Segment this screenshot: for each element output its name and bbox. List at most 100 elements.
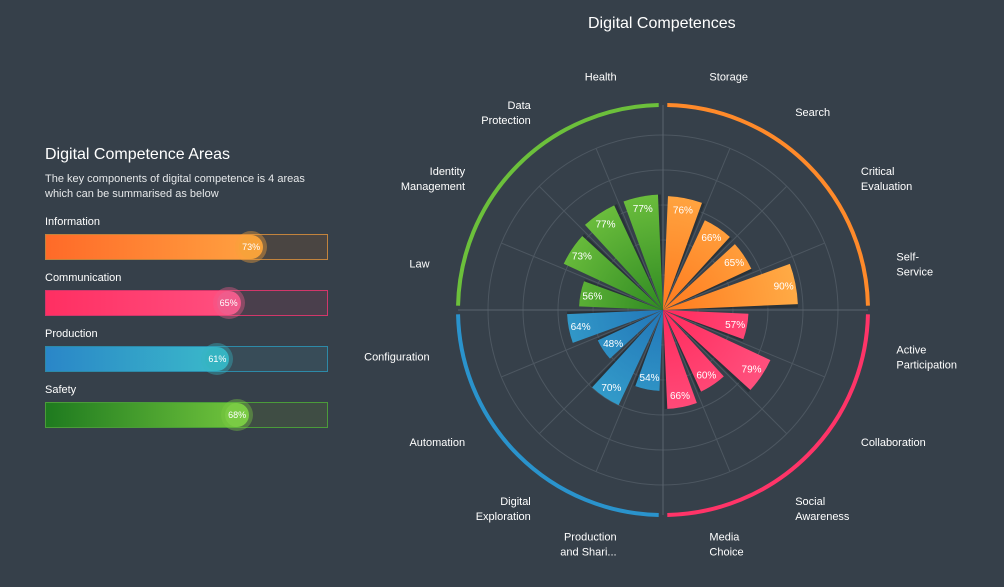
category-label-line: Law	[409, 259, 429, 271]
group-arc-communication	[667, 314, 870, 517]
bar-social-awareness[interactable]	[663, 310, 724, 392]
category-label-line: Media	[709, 531, 740, 543]
area-label: Safety	[45, 384, 77, 396]
panel-description: The key components of digital competence…	[45, 172, 325, 202]
category-label-line: Self-	[896, 252, 919, 264]
category-label-line: Participation	[896, 359, 957, 371]
category-label: Critical Evaluation	[861, 166, 912, 193]
area-information: Information 73%	[45, 216, 335, 260]
category-label-line: Health	[585, 72, 617, 84]
description-line-2: which can be summarised as below	[45, 188, 219, 200]
grid-spoke	[501, 309, 664, 378]
bar-value-label: 66%	[670, 391, 690, 402]
progress-fill	[46, 235, 252, 259]
bar-value-label: 77%	[595, 219, 615, 230]
grid-spoke	[538, 309, 664, 435]
bar-media-choice[interactable]	[663, 310, 697, 409]
category-label-line: Awareness	[795, 511, 850, 523]
category-label-line: Social	[795, 496, 825, 508]
category-label-line: Management	[401, 181, 465, 193]
bar-value-label: 90%	[774, 282, 794, 293]
bar-value-label: 73%	[572, 251, 592, 262]
progress-fill	[46, 291, 229, 315]
category-label-line: Critical	[861, 166, 895, 178]
area-production: Production 61%	[45, 328, 335, 372]
grid-spoke	[662, 309, 788, 435]
bar-value-label: 56%	[582, 291, 602, 302]
category-label-line: Service	[896, 267, 933, 279]
bar-value-label: 48%	[603, 339, 623, 350]
category-label-line: Exploration	[476, 511, 531, 523]
bar-self-service[interactable]	[663, 263, 798, 310]
bar-production-and-shari-[interactable]	[635, 310, 663, 391]
grid-spoke	[662, 185, 788, 311]
bar-value-label: 57%	[725, 320, 745, 331]
category-label: Configuration	[364, 351, 429, 363]
grid-spoke	[662, 309, 731, 472]
group-arc-production	[456, 314, 659, 517]
category-label: Media Choice	[709, 531, 743, 558]
progress-track: 61%	[45, 346, 328, 372]
progress-fill	[46, 403, 238, 427]
category-label-line: Configuration	[364, 351, 429, 363]
category-label: Law	[409, 259, 429, 271]
group-arc-safety	[456, 103, 659, 306]
category-label-line: Digital	[500, 496, 531, 508]
category-label: Collaboration	[861, 437, 926, 449]
category-label: Digital Exploration	[476, 496, 531, 523]
category-label: Active Participation	[896, 344, 957, 371]
category-label: Production and Shari...	[560, 531, 616, 558]
area-label: Information	[45, 216, 101, 228]
bar-active-participation[interactable]	[663, 310, 749, 340]
category-label-line: Search	[795, 107, 830, 119]
grid-spoke	[662, 242, 825, 311]
grid-spoke	[595, 148, 664, 311]
bar-value-label: 70%	[601, 383, 621, 394]
category-label-line: Active	[896, 344, 926, 356]
category-label: Social Awareness	[795, 496, 850, 523]
progress-fill	[46, 347, 218, 371]
group-arc-information	[667, 103, 870, 306]
category-label-line: and Shari...	[560, 546, 616, 558]
progress-track: 65%	[45, 290, 328, 316]
bar-value-label: 60%	[696, 370, 716, 381]
category-label: Data Protection	[481, 100, 531, 127]
category-label: Automation	[409, 437, 465, 449]
category-label-line: Collaboration	[861, 437, 926, 449]
bar-value-label: 79%	[742, 365, 762, 376]
chart-title: Digital Competences	[588, 15, 736, 32]
category-label: Health	[585, 72, 617, 84]
bar-automation[interactable]	[597, 310, 663, 359]
category-label: Identity Management	[401, 166, 466, 193]
area-communication: Communication 65%	[45, 272, 335, 316]
bar-identity-management[interactable]	[563, 236, 663, 310]
progress-value-knob: 68%	[225, 403, 250, 427]
progress-track: 68%	[45, 402, 328, 428]
grid-spoke	[662, 309, 825, 378]
area-label: Communication	[45, 272, 122, 284]
bar-value-label: 77%	[633, 204, 653, 215]
bar-critical-evaluation[interactable]	[663, 244, 752, 310]
area-safety: Safety 68%	[45, 384, 335, 428]
bar-value-label: 76%	[673, 205, 693, 216]
bar-data-protection[interactable]	[584, 205, 663, 310]
grid-spoke	[501, 242, 664, 311]
progress-value-knob: 61%	[205, 347, 230, 371]
bar-digital-exploration[interactable]	[592, 310, 663, 406]
bar-search[interactable]	[663, 220, 730, 310]
bar-value-label: 66%	[701, 233, 721, 244]
bar-configuration[interactable]	[567, 310, 663, 343]
bar-storage[interactable]	[663, 196, 702, 310]
bar-law[interactable]	[579, 281, 663, 310]
progress-track: 73%	[45, 234, 328, 260]
category-label-line: Storage	[709, 72, 748, 84]
bar-health[interactable]	[623, 194, 663, 310]
category-label-line: Production	[564, 531, 617, 543]
category-label-line: Identity	[430, 166, 466, 178]
progress-value-knob: 65%	[216, 291, 241, 315]
bar-value-label: 65%	[724, 258, 744, 269]
area-label: Production	[45, 328, 98, 340]
category-label-line: Data	[508, 100, 532, 112]
bar-collaboration[interactable]	[663, 310, 771, 391]
